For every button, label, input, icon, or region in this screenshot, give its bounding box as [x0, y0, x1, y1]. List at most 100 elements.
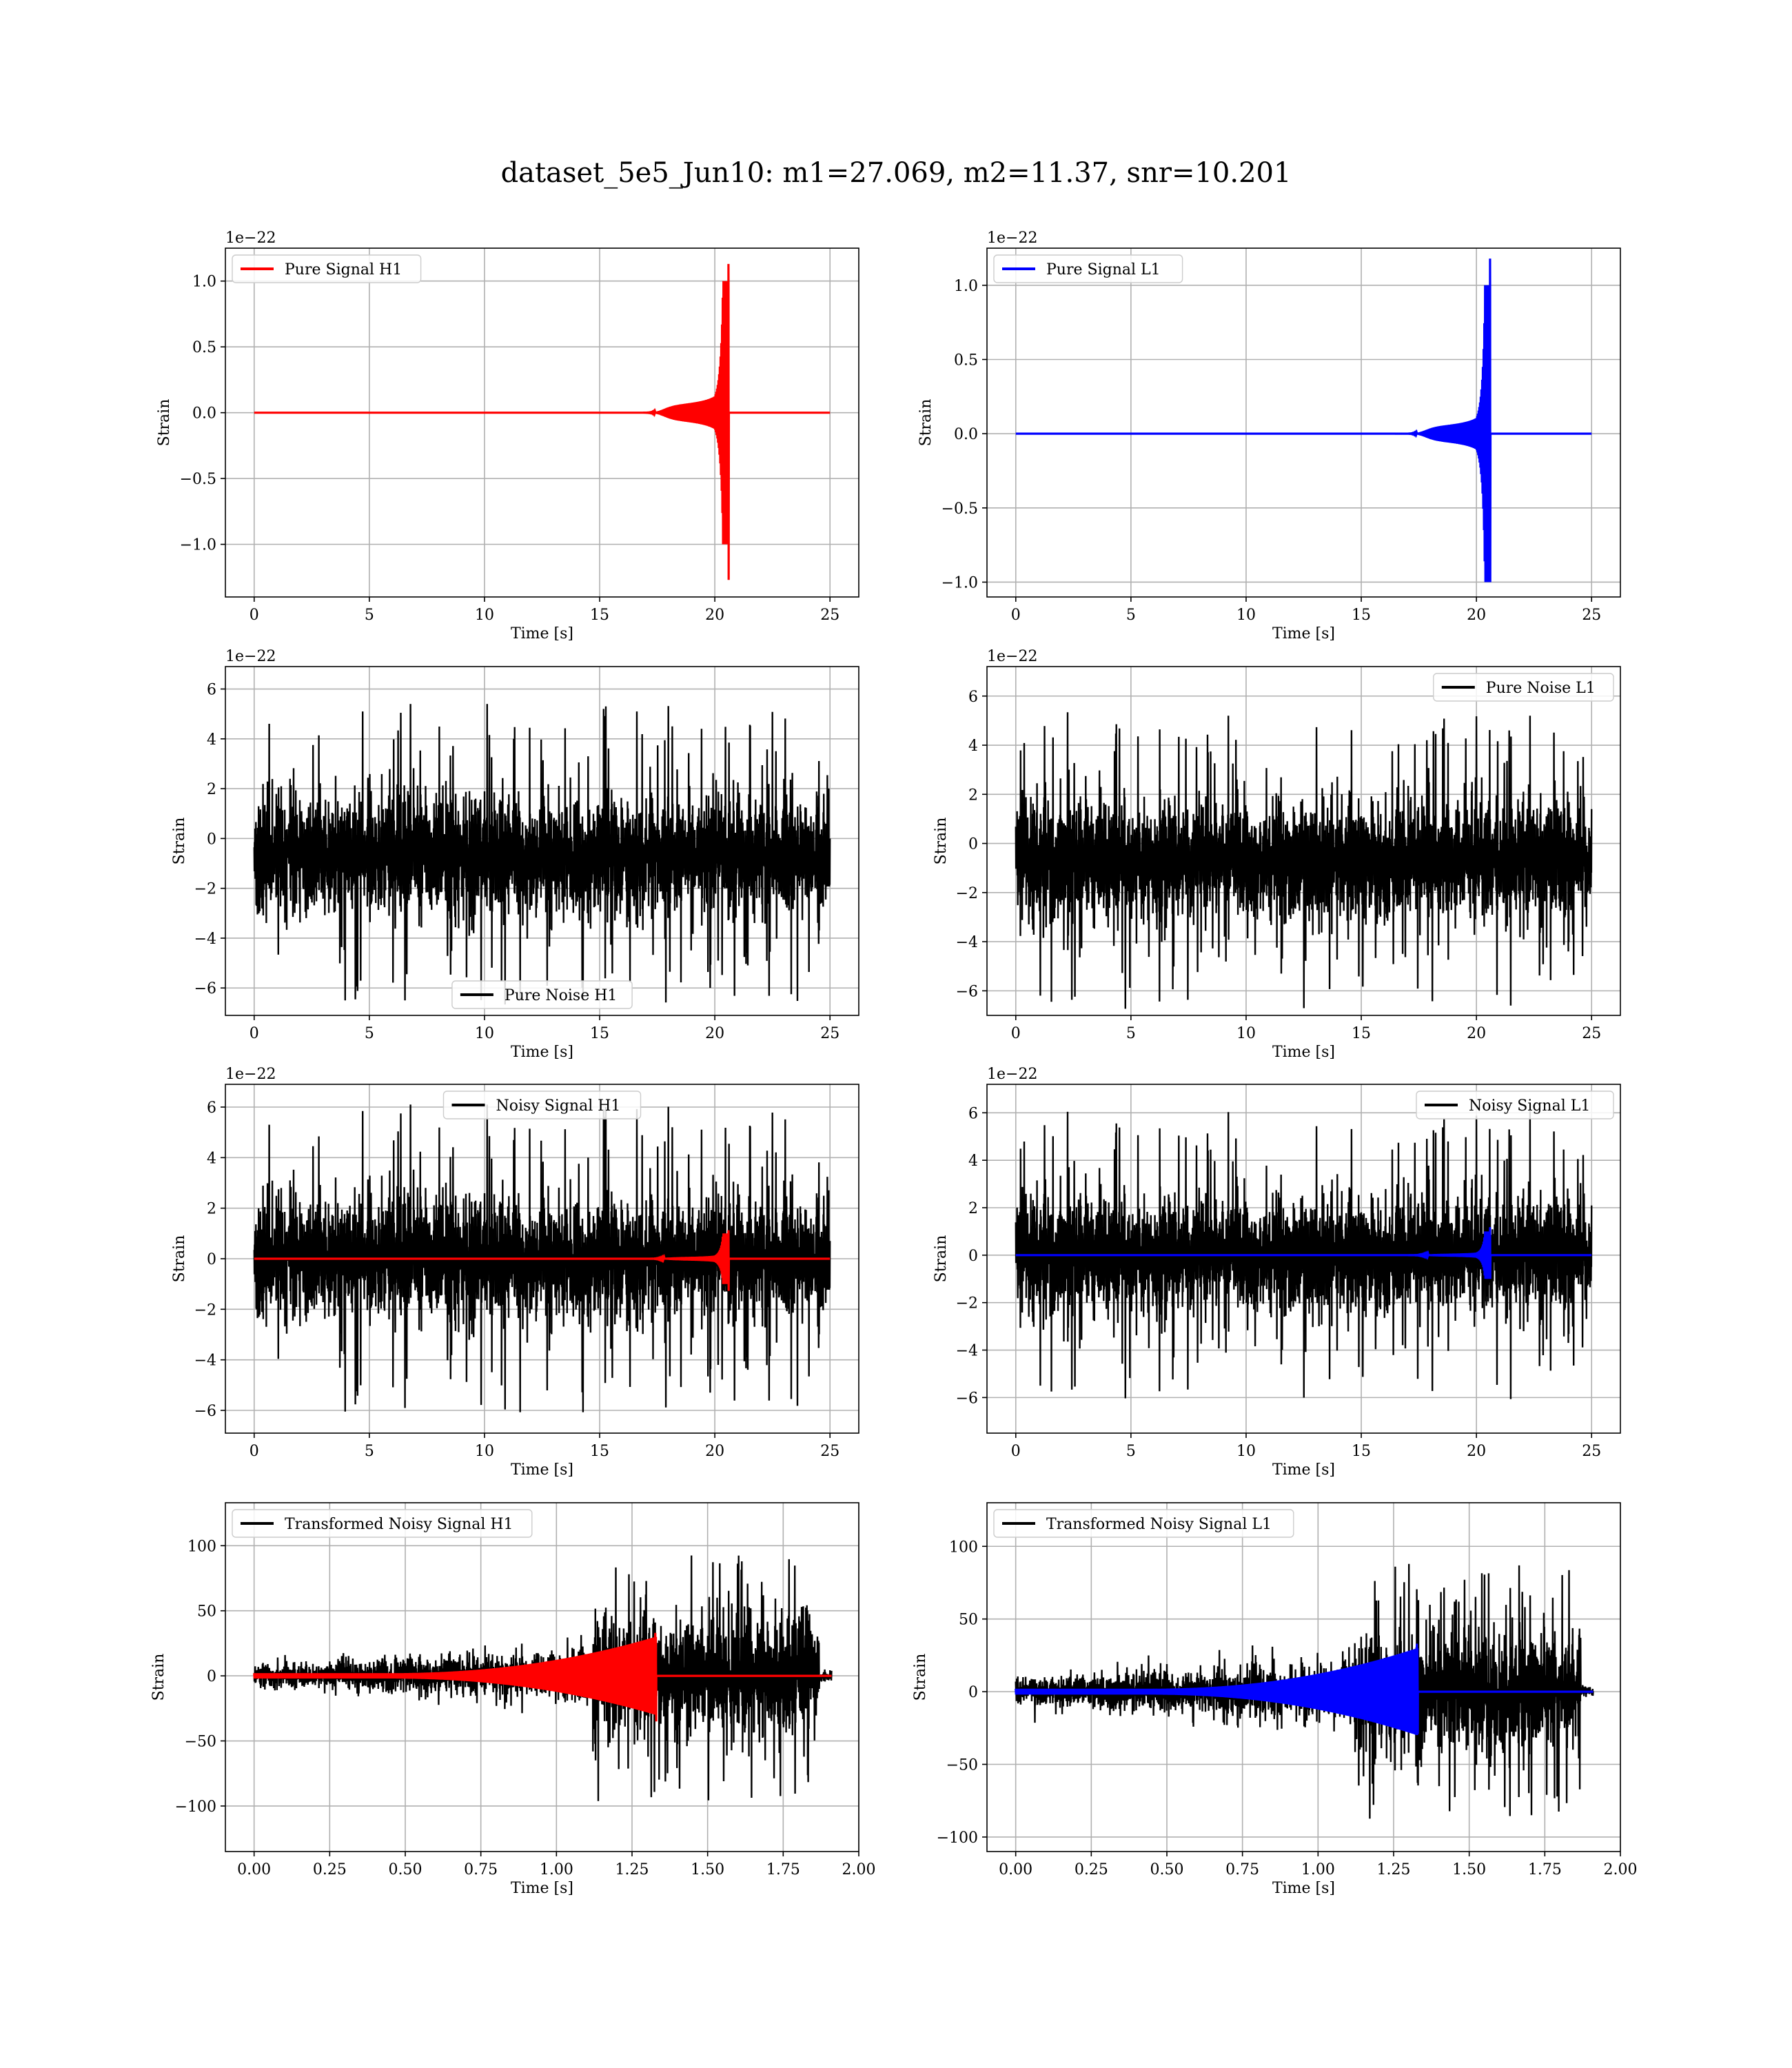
x-tick-label: 0 — [1011, 1443, 1021, 1460]
y-tick-label: −1.0 — [180, 537, 216, 554]
axes-frame — [986, 666, 1621, 1016]
legend-label: Pure Noise L1 — [1486, 680, 1596, 697]
legend-label: Noisy Signal H1 — [496, 1097, 621, 1115]
x-tick-label: 20 — [1467, 607, 1486, 624]
y-tick-label: 0.5 — [954, 352, 978, 369]
x-axis-label: Time [s] — [511, 625, 573, 642]
y-axis-label: Strain — [150, 1654, 167, 1701]
offset-text: 1e−22 — [225, 1066, 276, 1083]
x-tick-label: 0.25 — [313, 1861, 347, 1878]
y-tick-label: 4 — [968, 1153, 978, 1170]
offset-text: 1e−22 — [225, 648, 276, 665]
x-tick-label: 0 — [250, 607, 259, 624]
y-tick-label: −1.0 — [941, 574, 978, 591]
y-tick-label: 50 — [959, 1612, 978, 1629]
x-tick-label: 0 — [250, 1443, 259, 1460]
y-tick-label: −2 — [194, 1301, 216, 1319]
x-tick-label: 5 — [365, 1025, 374, 1042]
y-axis-label: Strain — [171, 1235, 188, 1283]
x-tick-label: 0.50 — [1150, 1861, 1184, 1878]
y-tick-label: 6 — [968, 1105, 978, 1122]
y-tick-label: 6 — [207, 1099, 216, 1117]
y-tick-label: 1.0 — [954, 278, 978, 295]
x-tick-label: 15 — [1352, 1025, 1371, 1042]
y-tick-label: −4 — [194, 931, 216, 948]
x-tick-label: 20 — [705, 607, 724, 624]
x-tick-label: 1.25 — [1377, 1861, 1411, 1878]
y-tick-label: −100 — [937, 1829, 978, 1847]
axes-frame — [986, 1502, 1621, 1852]
legend-label: Pure Signal H1 — [285, 261, 402, 278]
x-tick-label: 0.25 — [1075, 1861, 1108, 1878]
x-tick-label: 10 — [475, 1025, 494, 1042]
y-tick-label: 4 — [968, 738, 978, 755]
x-tick-label: 15 — [590, 607, 609, 624]
offset-text: 1e−22 — [987, 648, 1037, 665]
offset-text: 1e−22 — [225, 230, 276, 247]
legend-label: Transformed Noisy Signal L1 — [1046, 1516, 1272, 1533]
x-tick-label: 10 — [1236, 1025, 1256, 1042]
chart-noisy-signal-h1: 0 5 10 15 20 25 −6 −4 −2 0 2 4 6 Time [s] Strain 1e−22 N… — [171, 1066, 859, 1479]
series-line-overlay-1 — [1015, 1643, 1594, 1736]
x-tick-label: 25 — [820, 1443, 839, 1460]
x-tick-label: 1.50 — [691, 1861, 724, 1878]
x-axis-label: Time [s] — [1272, 625, 1335, 642]
x-tick-label: 5 — [365, 607, 374, 624]
legend: Pure Signal L1 — [993, 254, 1183, 283]
x-tick-label: 10 — [475, 607, 494, 624]
y-tick-label: 4 — [207, 731, 216, 749]
x-tick-label: 1.50 — [1452, 1861, 1486, 1878]
y-tick-label: 2 — [207, 781, 216, 798]
offset-text: 1e−22 — [987, 1066, 1037, 1083]
chart-noisy-signal-l1: 0 5 10 15 20 25 −6 −4 −2 0 2 4 6 Time [s] Strain 1e−22 N… — [933, 1066, 1621, 1479]
y-tick-label: −4 — [956, 1343, 978, 1360]
axes-frame — [986, 1084, 1621, 1434]
y-tick-label: −6 — [956, 983, 978, 1000]
x-tick-label: 1.75 — [1528, 1861, 1562, 1878]
x-tick-label: 0.00 — [237, 1861, 271, 1878]
chart-transformed-noisy-signal-h1: 0.00 0.25 0.50 0.75 1.00 1.25 1.50 1.75 2.00 −100… — [150, 1502, 875, 1897]
y-tick-label: −2 — [194, 881, 216, 898]
legend-box — [232, 1509, 533, 1538]
legend-box — [442, 1091, 642, 1119]
x-tick-label: 0.75 — [1225, 1861, 1259, 1878]
x-tick-label: 1.25 — [615, 1861, 649, 1878]
chart-transformed-noisy-signal-l1: 0.00 0.25 0.50 0.75 1.00 1.25 1.50 1.75 2.00 −100… — [912, 1502, 1637, 1897]
x-tick-label: 25 — [820, 607, 839, 624]
series-line-overlay-1 — [253, 1632, 832, 1722]
series-line-pure-noise-h1 — [253, 704, 831, 1005]
x-tick-label: 5 — [1126, 607, 1136, 624]
y-tick-label: −50 — [946, 1757, 978, 1774]
x-tick-label: 10 — [1236, 1443, 1256, 1460]
y-tick-label: 100 — [187, 1538, 216, 1555]
x-tick-label: 20 — [1467, 1025, 1486, 1042]
legend-box — [232, 254, 422, 283]
legend-box — [1433, 673, 1614, 702]
x-axis-label: Time [s] — [1272, 1044, 1335, 1061]
y-tick-label: 0.0 — [954, 426, 978, 443]
legend: Pure Noise L1 — [1433, 673, 1614, 702]
legend-label: Transformed Noisy Signal H1 — [285, 1516, 513, 1533]
chart-pure-signal-l1: 0 5 10 15 20 25 −1.0 −0.5 0.0 0.5 1.0 Time [s] Strai… — [917, 230, 1621, 642]
x-tick-label: 20 — [705, 1025, 724, 1042]
y-tick-label: 0.0 — [192, 405, 216, 423]
legend-box — [993, 254, 1183, 283]
y-tick-label: 0.5 — [192, 339, 216, 356]
legend: Noisy Signal H1 — [442, 1091, 642, 1119]
x-tick-label: 0.50 — [389, 1861, 422, 1878]
legend: Noisy Signal L1 — [1416, 1091, 1614, 1119]
x-tick-label: 0.00 — [999, 1861, 1032, 1878]
y-axis-label: Strain — [171, 818, 188, 865]
x-tick-label: 25 — [1582, 1025, 1601, 1042]
y-tick-label: 0 — [968, 1248, 978, 1265]
y-axis-label: Strain — [156, 399, 173, 447]
x-tick-label: 1.00 — [1301, 1861, 1335, 1878]
y-tick-label: 6 — [207, 682, 216, 699]
x-tick-label: 0 — [250, 1025, 259, 1042]
y-tick-label: 0 — [207, 831, 216, 848]
y-axis-label: Strain — [917, 399, 935, 447]
legend-label: Pure Signal L1 — [1046, 261, 1161, 278]
y-tick-label: 1.0 — [192, 274, 216, 291]
y-tick-label: 0 — [207, 1251, 216, 1268]
series-line-transformed-noisy-signal-l1 — [1015, 1563, 1594, 1819]
